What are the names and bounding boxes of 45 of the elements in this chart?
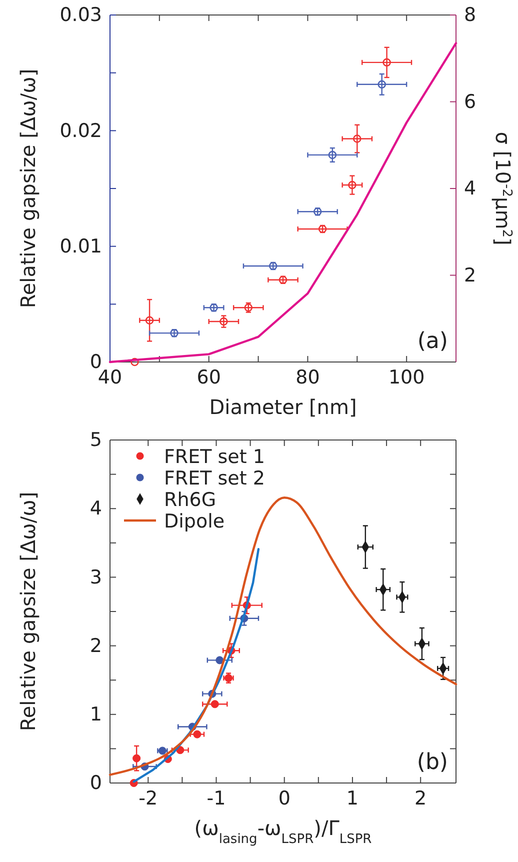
x-tick-label: 80 <box>296 366 320 388</box>
legend-label: Dipole <box>164 510 225 532</box>
y-tick-label: 4 <box>90 498 102 520</box>
point <box>378 80 386 89</box>
y-tick-label: 1 <box>90 703 102 726</box>
x-tick-label: 60 <box>196 366 221 388</box>
y-tick-label: 0.01 <box>60 235 102 258</box>
y2-tick-label: 4 <box>464 178 476 200</box>
x-axis-title: (ω$_{lasing}$-ω$_{LSPR}$)/Γ$_{LSPR}$ <box>194 816 372 846</box>
y2-tick-label: 8 <box>464 4 476 26</box>
legend-label: Rh6G <box>164 489 216 511</box>
y2-tick-label: 2 <box>464 264 476 286</box>
y2-tick-label: 6 <box>464 90 476 113</box>
line-series <box>108 42 458 364</box>
x-axis-title: Diameter [nm] <box>209 395 357 419</box>
x-tick-label: 100 <box>388 366 425 388</box>
y-tick-label: 0 <box>90 772 102 794</box>
annotation: (a) <box>417 329 448 354</box>
point <box>220 317 228 326</box>
y-tick-label: 0 <box>90 351 102 374</box>
y-tick-label: 0.03 <box>60 4 102 26</box>
point <box>382 58 391 67</box>
point <box>210 700 219 708</box>
x-tick-label: 2 <box>414 787 427 810</box>
x-tick-label: -2 <box>138 787 158 810</box>
x-tick-label: -1 <box>206 787 226 810</box>
y-tick-label: 0.02 <box>60 120 102 142</box>
x-tick-label: 1 <box>346 787 359 810</box>
point <box>130 358 139 366</box>
point <box>216 656 224 664</box>
x-tick-label: 0 <box>278 787 290 810</box>
y-tick-label: 5 <box>90 429 102 452</box>
point <box>348 180 356 190</box>
y-axis-title: Relative gapsize [Δω/ω] <box>16 492 40 732</box>
y-axis-title: Relative gapsize [Δω/ω] <box>16 68 40 308</box>
point <box>132 754 141 762</box>
point <box>328 150 337 160</box>
annotation: (b) <box>416 750 448 775</box>
point <box>145 316 154 324</box>
point <box>353 134 362 143</box>
legend-label: FRET set 1 <box>164 446 265 468</box>
y-tick-label: 3 <box>90 566 102 588</box>
point <box>193 730 202 738</box>
legend-label: FRET set 2 <box>164 468 265 490</box>
y-tick-label: 2 <box>90 634 102 657</box>
